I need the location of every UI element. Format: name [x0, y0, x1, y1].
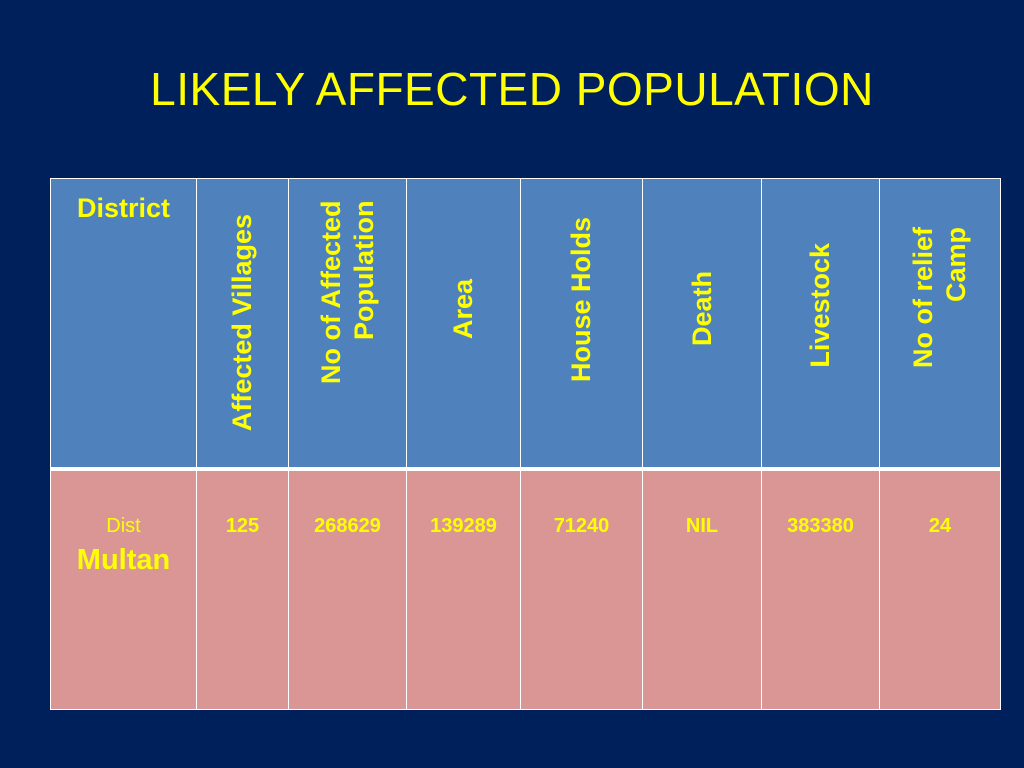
header-death-label: Death [686, 271, 717, 347]
cell-area: 139289 [406, 468, 521, 710]
cell-death: NIL [642, 468, 762, 710]
cell-relief-camp: 24 [879, 468, 1001, 710]
table-row: Dist Multan 125 268629 139289 71240 NIL … [50, 468, 1001, 710]
header-affected-population-label: No of Affected Population [315, 201, 379, 385]
header-livestock-label: Livestock [805, 243, 836, 368]
cell-affected-population: 268629 [288, 468, 407, 710]
header-livestock: Livestock [761, 178, 880, 471]
header-affected-population: No of Affected Population [288, 178, 407, 471]
affected-population-table: District Affected Villages No of Affecte… [50, 178, 1001, 710]
header-affected-villages: Affected Villages [196, 178, 289, 471]
header-area: Area [406, 178, 521, 471]
header-house-holds: House Holds [520, 178, 643, 471]
cell-livestock: 383380 [761, 468, 880, 710]
header-relief-camp: No of relief Camp [879, 178, 1001, 471]
district-name: Multan [76, 544, 171, 576]
header-death: Death [642, 178, 762, 471]
header-house-holds-label: House Holds [566, 217, 597, 383]
header-area-label: Area [448, 279, 479, 340]
header-relief-camp-label: No of relief Camp [908, 227, 971, 369]
header-affected-villages-label: Affected Villages [227, 214, 258, 432]
district-prefix: Dist [106, 515, 141, 537]
cell-house-holds: 71240 [520, 468, 643, 710]
header-row: District Affected Villages No of Affecte… [50, 178, 1001, 471]
cell-district: Dist Multan [50, 468, 197, 710]
slide-title: LIKELY AFFECTED POPULATION [150, 63, 874, 115]
header-district: District [50, 178, 197, 471]
cell-affected-villages: 125 [196, 468, 289, 710]
